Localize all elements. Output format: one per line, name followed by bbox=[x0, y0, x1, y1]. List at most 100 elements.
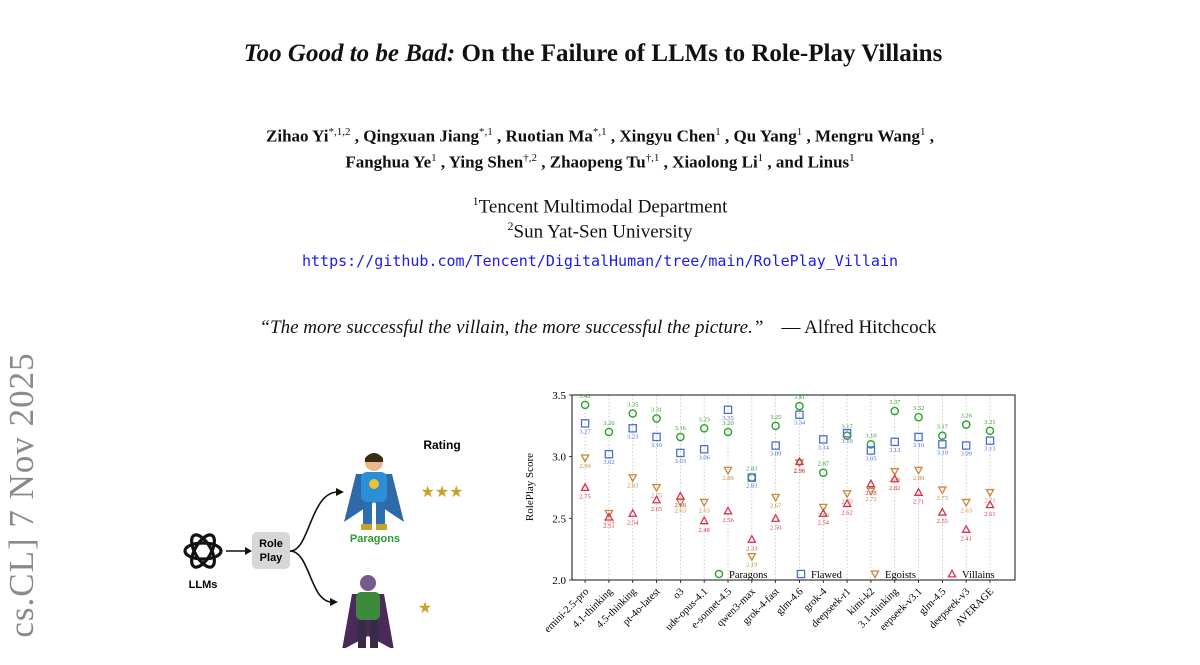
chart-grid bbox=[584, 395, 991, 580]
data-point-villains bbox=[961, 524, 971, 533]
role-play-box bbox=[252, 532, 290, 569]
data-point-egoists bbox=[604, 509, 614, 519]
data-label: 2.33 bbox=[746, 545, 757, 552]
x-tick-label: o3 bbox=[671, 586, 686, 601]
data-point-villains bbox=[890, 473, 900, 483]
affiliation-text: Tencent Multimodal Department bbox=[478, 196, 728, 218]
author-affiliation-mark: 1 bbox=[757, 152, 764, 164]
data-label: 2.78 bbox=[865, 490, 876, 497]
data-point-paragons bbox=[676, 432, 685, 442]
data-label: 2.95 bbox=[794, 468, 805, 475]
data-label: 3.37 bbox=[889, 399, 901, 406]
data-point-paragons bbox=[699, 424, 709, 433]
data-point-egoists bbox=[890, 467, 900, 477]
data-point-paragons bbox=[604, 427, 614, 437]
data-label: 2.70 bbox=[841, 499, 852, 506]
data-label: 2.83 bbox=[627, 483, 638, 490]
legend-marker-egoists bbox=[870, 570, 880, 579]
data-label: 2.19 bbox=[746, 562, 757, 569]
data-point-flawed bbox=[985, 436, 995, 445]
data-label: 2.54 bbox=[627, 519, 639, 526]
data-point-paragons bbox=[985, 426, 995, 436]
data-label: 3.32 bbox=[913, 405, 924, 412]
data-label: 3.10 bbox=[937, 449, 948, 456]
data-point-egoists bbox=[628, 474, 638, 483]
author-affiliation-mark: †,1 bbox=[645, 152, 660, 164]
data-label: 2.63 bbox=[698, 507, 709, 514]
data-point-flawed bbox=[795, 410, 804, 419]
paragons-label: Paragons bbox=[350, 533, 400, 545]
y-axis-label: RolePlay Score bbox=[524, 453, 536, 521]
data-label: 3.34 bbox=[794, 420, 806, 427]
role-play-label-2: Play bbox=[260, 552, 284, 564]
data-point-paragons bbox=[961, 420, 971, 429]
data-point-egoists bbox=[985, 488, 995, 498]
data-point-paragons bbox=[866, 440, 876, 449]
chart-marks: 3.423.203.353.313.163.233.202.833.253.41… bbox=[579, 393, 995, 569]
superhero-figure-icon bbox=[344, 453, 404, 530]
title-italic-part: Too Good to be Bad: bbox=[243, 40, 456, 67]
data-label: 3.17 bbox=[937, 424, 949, 431]
data-label: 3.13 bbox=[984, 446, 995, 453]
repository-link[interactable]: https://github.com/Tencent/DigitalHuman/… bbox=[301, 252, 899, 270]
author-name: Fanghua Ye bbox=[345, 152, 432, 172]
data-point-flawed bbox=[676, 448, 685, 458]
data-label: 2.83 bbox=[746, 466, 757, 473]
y-tick-label: 2.0 bbox=[552, 575, 566, 587]
data-label: 3.25 bbox=[770, 414, 781, 421]
affiliation-1: 1Tencent Multimodal Department bbox=[0, 194, 1200, 218]
author-name: and Linus bbox=[775, 152, 850, 172]
title-rest: On the Failure of LLMs to Role-Play Vill… bbox=[455, 40, 943, 67]
data-label: 2.51 bbox=[603, 523, 614, 530]
data-point-villains bbox=[842, 498, 852, 508]
epigraph: “The more successful the villain, the mo… bbox=[0, 317, 1196, 339]
data-point-villains bbox=[580, 482, 590, 492]
one-star-rating-icon: ★ bbox=[418, 598, 432, 617]
data-label: 3.14 bbox=[818, 444, 830, 451]
data-point-egoists bbox=[651, 483, 662, 493]
data-label: 3.20 bbox=[722, 420, 733, 427]
data-label: 2.63 bbox=[675, 507, 686, 514]
data-label: 2.72 bbox=[865, 496, 876, 503]
data-point-egoists bbox=[747, 553, 757, 562]
data-point-egoists bbox=[842, 490, 852, 499]
roleplay-score-chart: 2.0 2.5 3.0 3.5 RolePlay Score emini-2.5-pr… bbox=[524, 390, 1016, 635]
data-label: 2.54 bbox=[818, 519, 830, 526]
author-affiliation-mark: 1 bbox=[919, 126, 926, 138]
data-label: 2.50 bbox=[770, 524, 781, 531]
data-point-egoists bbox=[723, 466, 733, 476]
data-point-villains bbox=[818, 508, 828, 517]
data-label: 2.87 bbox=[818, 461, 830, 468]
author-line-1: Zihao Yi*,1,2 , Qingxuan Jiang*,1 , Ruot… bbox=[266, 126, 934, 146]
author-affiliation-mark: *,1 bbox=[592, 126, 607, 138]
three-star-rating-icon: ★★★ bbox=[420, 482, 463, 501]
data-label: 2.65 bbox=[651, 506, 662, 513]
data-label: 3.19 bbox=[841, 438, 852, 445]
llm-label: LLMs bbox=[189, 579, 218, 591]
author-affiliation-mark: *,1 bbox=[479, 126, 493, 138]
author-name: Qu Yang bbox=[733, 126, 797, 146]
x-axis-ticks: emini-2.5-pro4.1-thinking4.5-thinkingpt-… bbox=[542, 580, 996, 635]
data-point-villains bbox=[651, 494, 662, 504]
legend-label: Villains bbox=[962, 570, 995, 581]
data-label: 3.35 bbox=[722, 415, 733, 422]
data-point-paragons bbox=[818, 468, 828, 477]
data-label: 3.42 bbox=[579, 393, 590, 400]
data-point-paragons bbox=[771, 421, 780, 431]
data-point-egoists bbox=[937, 486, 948, 495]
data-label: 2.61 bbox=[984, 511, 995, 518]
data-point-villains bbox=[937, 507, 948, 516]
data-point-paragons bbox=[580, 400, 590, 410]
data-label: 3.16 bbox=[675, 425, 687, 432]
data-point-villains bbox=[628, 508, 638, 517]
data-point-flawed bbox=[723, 405, 733, 415]
author-affiliation-mark: 1 bbox=[796, 126, 803, 138]
quote-attribution: — Alfred Hitchcock bbox=[781, 317, 937, 338]
data-point-villains bbox=[723, 505, 733, 515]
data-point-flawed bbox=[628, 424, 637, 433]
data-label: 2.83 bbox=[746, 483, 757, 490]
data-point-villains bbox=[913, 487, 924, 496]
affiliation-text: Sun Yat-Sen University bbox=[513, 221, 693, 243]
legend-marker-flawed bbox=[796, 569, 806, 579]
data-label: 2.55 bbox=[937, 518, 948, 525]
